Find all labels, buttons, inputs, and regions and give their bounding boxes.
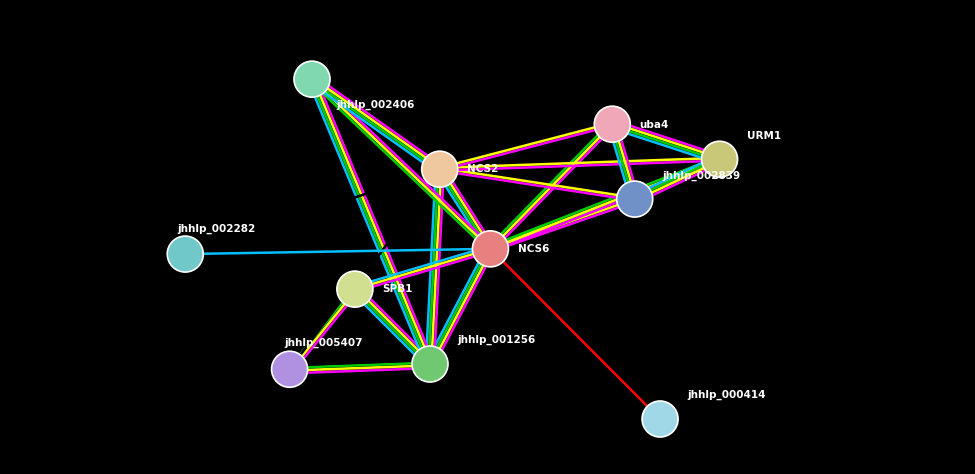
Circle shape [473, 231, 508, 267]
Circle shape [595, 106, 630, 142]
Circle shape [617, 181, 652, 217]
Text: jhhlp_005407: jhhlp_005407 [285, 338, 364, 348]
Text: jhhlp_000414: jhhlp_000414 [687, 389, 766, 400]
Circle shape [294, 61, 330, 97]
Text: uba4: uba4 [640, 120, 669, 130]
Circle shape [702, 141, 737, 177]
Text: SPB1: SPB1 [382, 284, 412, 294]
Text: jhhlp_002406: jhhlp_002406 [336, 100, 414, 110]
Text: jhhlp_002839: jhhlp_002839 [662, 170, 740, 181]
Text: URM1: URM1 [747, 130, 781, 141]
Circle shape [422, 151, 457, 187]
Text: NCS6: NCS6 [518, 244, 549, 254]
Circle shape [412, 346, 448, 382]
Circle shape [643, 401, 678, 437]
Circle shape [337, 271, 372, 307]
Text: jhhlp_002282: jhhlp_002282 [177, 223, 255, 234]
Circle shape [272, 351, 307, 387]
Text: jhhlp_001256: jhhlp_001256 [457, 334, 535, 345]
Text: NCS2: NCS2 [467, 164, 498, 174]
Circle shape [168, 236, 203, 272]
